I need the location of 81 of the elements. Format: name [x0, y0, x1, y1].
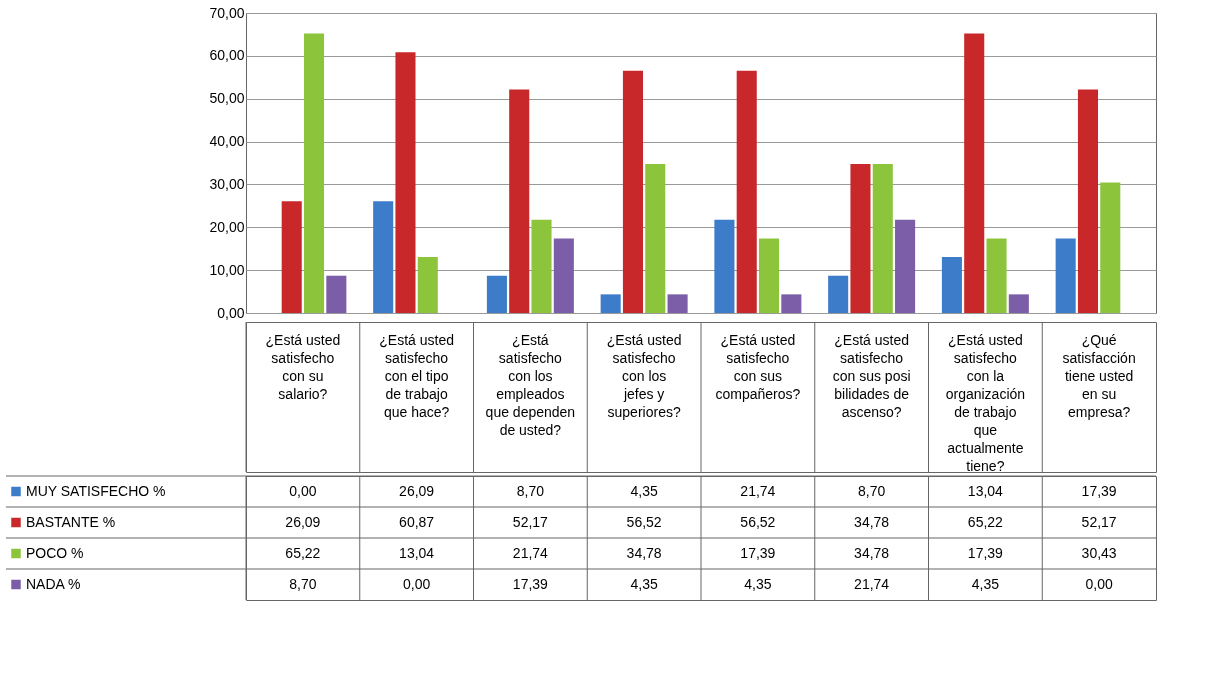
x-tick-label: ¿Está usted satisfecho con sus compañeros? — [715, 332, 801, 402]
bar — [395, 52, 416, 313]
y-tick-label: 60,00 — [209, 47, 245, 64]
data-label: 26,09 — [285, 513, 321, 530]
bar — [828, 275, 849, 313]
x-tick-label: ¿Está usted satisfecho con su salario? — [265, 332, 341, 402]
data-label: 8,70 — [858, 482, 886, 499]
bar — [667, 294, 688, 313]
bar — [373, 201, 394, 313]
data-label: 13,04 — [967, 482, 1004, 499]
bar — [531, 219, 552, 313]
x-tick-label: ¿Está usted satisfecho con el tipo de trabajo que hace? — [379, 332, 454, 420]
y-tick-label: 20,00 — [209, 218, 245, 235]
bar — [303, 33, 325, 313]
y-tick-label: 40,00 — [209, 133, 245, 150]
data-label: 17,39 — [512, 575, 549, 592]
legend-label: POCO % — [26, 544, 84, 561]
bar — [509, 89, 530, 313]
data-label: 13,04 — [399, 544, 435, 561]
data-label: 56,52 — [740, 513, 776, 530]
bar — [622, 70, 644, 313]
bar — [986, 238, 1007, 313]
data-label: 52,17 — [1081, 513, 1117, 530]
bar — [736, 70, 757, 313]
data-label: 0,00 — [403, 575, 431, 592]
bar — [281, 201, 302, 313]
y-tick-label: 50,00 — [209, 90, 245, 107]
data-label: 4,35 — [630, 482, 658, 499]
y-tick-label: 0,00 — [217, 304, 245, 321]
data-label: 4,35 — [744, 575, 772, 592]
bar — [781, 294, 802, 313]
y-tick-label: 30,00 — [209, 175, 245, 192]
x-tick-label: ¿Qué satisfacción tiene usted en su empresa? — [1062, 332, 1136, 420]
data-label: 8,70 — [289, 575, 317, 592]
x-tick-label: ¿Está usted satisfecho con los jefes y superiores? — [606, 332, 682, 420]
data-label: 26,09 — [399, 482, 435, 499]
bar — [417, 257, 438, 313]
bar — [872, 163, 893, 313]
data-label: 4,35 — [971, 575, 1000, 592]
bar — [964, 33, 985, 313]
bar — [645, 163, 666, 313]
bar — [850, 163, 871, 313]
data-label: 34,78 — [854, 544, 890, 561]
data-label: 21,74 — [512, 544, 549, 561]
data-label: 65,22 — [967, 513, 1004, 530]
data-label: 17,39 — [967, 544, 1004, 561]
x-tick-label: ¿Está usted satisfecho con sus posibilidades de ascenso? — [832, 332, 911, 420]
bar — [600, 294, 621, 313]
legend-label: BASTANTE % — [26, 513, 116, 530]
data-label: 34,78 — [626, 544, 662, 561]
data-label: 0,00 — [289, 482, 317, 499]
bar — [553, 238, 574, 313]
data-label: 8,70 — [516, 482, 545, 499]
x-tick-label: ¿Está satisfecho con los empleados que dependen de usted? — [485, 332, 576, 438]
data-label: 0,00 — [1085, 575, 1113, 592]
bar — [1077, 89, 1099, 313]
data-label: 60,87 — [399, 513, 435, 530]
bar — [895, 219, 916, 313]
bar — [1008, 294, 1029, 313]
data-label: 65,22 — [285, 544, 321, 561]
data-label: 21,74 — [740, 482, 776, 499]
data-label: 21,74 — [854, 575, 890, 592]
bar — [758, 238, 780, 313]
bar — [1055, 238, 1076, 313]
data-label: 34,78 — [854, 513, 890, 530]
legend-label: NADA % — [26, 575, 81, 592]
y-tick-label: 10,00 — [209, 261, 245, 278]
data-label: 17,39 — [740, 544, 776, 561]
bar — [941, 257, 962, 313]
bar — [1100, 182, 1121, 313]
legend-label: MUY SATISFECHO % — [26, 482, 166, 499]
data-label: 4,35 — [630, 575, 658, 592]
data-label: 52,17 — [512, 513, 549, 530]
bar — [714, 219, 735, 313]
data-label: 30,43 — [1081, 544, 1117, 561]
bar — [326, 275, 347, 313]
x-tick-label: ¿Está usted satisfecho con la organización de trabajo que actualmente tiene? — [945, 332, 1026, 474]
data-label: 56,52 — [626, 513, 662, 530]
bar — [486, 275, 507, 313]
data-label: 17,39 — [1081, 482, 1117, 499]
y-tick-label: 70,00 — [209, 4, 245, 21]
